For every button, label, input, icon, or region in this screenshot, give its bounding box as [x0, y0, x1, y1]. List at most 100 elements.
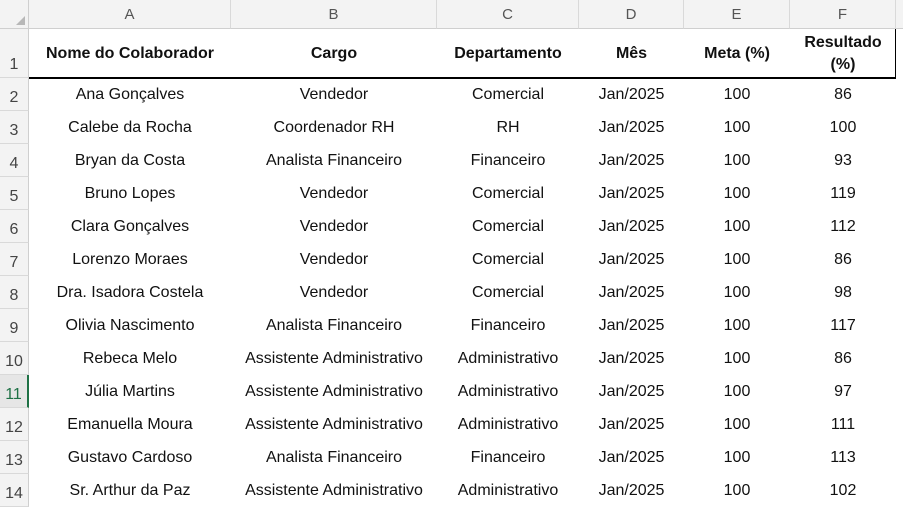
cell-nome[interactable]: Júlia Martins	[85, 382, 175, 400]
cell-meta[interactable]: 100	[723, 283, 751, 301]
cell-meta[interactable]: 100	[723, 349, 751, 367]
cell-resultado[interactable]: 113	[830, 448, 856, 466]
row-header-13[interactable]: 13	[0, 441, 29, 474]
row-header-9[interactable]: 9	[0, 309, 29, 342]
cell-resultado[interactable]: 86	[834, 349, 852, 367]
row-header-3[interactable]: 3	[0, 111, 29, 144]
cell-departamento[interactable]: RH	[496, 118, 520, 136]
cell-departamento[interactable]: Administrativo	[457, 415, 559, 433]
cell-nome[interactable]: Rebeca Melo	[82, 349, 178, 367]
row-header-2[interactable]: 2	[0, 78, 29, 111]
row-header-4[interactable]: 4	[0, 144, 29, 177]
cell-mes[interactable]: Jan/2025	[598, 283, 665, 301]
cell-resultado[interactable]: 100	[829, 118, 857, 136]
cell-meta[interactable]: 100	[723, 382, 751, 400]
column-header-d[interactable]: D	[579, 0, 684, 29]
cell-meta[interactable]: 100	[723, 250, 751, 268]
cell-meta[interactable]: 100	[723, 448, 751, 466]
cell-cargo[interactable]: Vendedor	[299, 217, 369, 235]
cell-resultado[interactable]: 86	[834, 250, 852, 268]
cell-mes[interactable]: Jan/2025	[598, 316, 665, 334]
cell-meta[interactable]: 100	[723, 118, 751, 136]
header-resultado[interactable]: Resultado (%)	[790, 29, 896, 78]
cell-nome[interactable]: Gustavo Cardoso	[67, 448, 193, 466]
cell-cargo[interactable]: Assistente Administrativo	[245, 382, 423, 400]
cell-nome[interactable]: Olivia Nascimento	[65, 316, 195, 334]
cell-mes[interactable]: Jan/2025	[598, 448, 665, 466]
header-meta[interactable]: Meta (%)	[704, 44, 770, 62]
cell-mes[interactable]: Jan/2025	[598, 184, 665, 202]
cell-mes[interactable]: Jan/2025	[598, 382, 665, 400]
cell-resultado[interactable]: 111	[830, 415, 856, 433]
cell-cargo[interactable]: Coordenador RH	[273, 118, 395, 136]
cell-departamento[interactable]: Administrativo	[457, 349, 559, 367]
cell-resultado[interactable]: 102	[829, 481, 857, 499]
cell-meta[interactable]: 100	[723, 316, 751, 334]
cell-cargo[interactable]: Vendedor	[299, 283, 369, 301]
cell-nome[interactable]: Bruno Lopes	[84, 184, 176, 202]
column-header-a[interactable]: A	[29, 0, 231, 29]
cell-resultado[interactable]: 93	[834, 151, 852, 169]
header-departamento[interactable]: Departamento	[454, 44, 562, 62]
cell-meta[interactable]: 100	[723, 151, 751, 169]
cell-nome[interactable]: Sr. Arthur da Paz	[69, 481, 191, 499]
cell-mes[interactable]: Jan/2025	[598, 217, 665, 235]
cell-mes[interactable]: Jan/2025	[598, 85, 665, 103]
cell-cargo[interactable]: Vendedor	[299, 184, 369, 202]
row-header-7[interactable]: 7	[0, 243, 29, 276]
cell-cargo[interactable]: Assistente Administrativo	[245, 349, 423, 367]
cell-nome[interactable]: Lorenzo Moraes	[72, 250, 188, 268]
cell-meta[interactable]: 100	[723, 85, 751, 103]
cell-departamento[interactable]: Financeiro	[470, 448, 546, 466]
cell-meta[interactable]: 100	[723, 481, 751, 499]
row-header-1[interactable]: 1	[0, 29, 29, 78]
column-header-e[interactable]: E	[684, 0, 790, 29]
cell-meta[interactable]: 100	[723, 415, 751, 433]
cell-meta[interactable]: 100	[723, 217, 751, 235]
row-header-8[interactable]: 8	[0, 276, 29, 309]
cell-resultado[interactable]: 97	[834, 382, 852, 400]
cell-cargo[interactable]: Assistente Administrativo	[245, 481, 423, 499]
cell-departamento[interactable]: Comercial	[471, 217, 544, 235]
column-header-b[interactable]: B	[231, 0, 437, 29]
cell-departamento[interactable]: Administrativo	[457, 382, 559, 400]
header-nome-do-colaborador[interactable]: Nome do Colaborador	[45, 44, 214, 62]
cell-mes[interactable]: Jan/2025	[598, 250, 665, 268]
cell-resultado[interactable]: 117	[830, 316, 856, 334]
cell-cargo[interactable]: Assistente Administrativo	[245, 415, 423, 433]
cell-departamento[interactable]: Financeiro	[470, 151, 546, 169]
cell-nome[interactable]: Bryan da Costa	[74, 151, 186, 169]
cell-resultado[interactable]: 119	[830, 184, 856, 202]
row-header-6[interactable]: 6	[0, 210, 29, 243]
cell-resultado[interactable]: 86	[834, 85, 852, 103]
row-header-11[interactable]: 11	[0, 375, 29, 408]
cell-cargo[interactable]: Vendedor	[299, 250, 369, 268]
column-header-f[interactable]: F	[790, 0, 896, 29]
cell-nome[interactable]: Ana Gonçalves	[75, 85, 185, 103]
cell-mes[interactable]: Jan/2025	[598, 118, 665, 136]
cell-departamento[interactable]: Administrativo	[457, 481, 559, 499]
cell-mes[interactable]: Jan/2025	[598, 415, 665, 433]
cell-resultado[interactable]: 98	[834, 283, 852, 301]
cell-departamento[interactable]: Comercial	[471, 283, 544, 301]
cell-mes[interactable]: Jan/2025	[598, 151, 665, 169]
cell-mes[interactable]: Jan/2025	[598, 481, 665, 499]
cell-nome[interactable]: Calebe da Rocha	[68, 118, 192, 136]
select-all-corner[interactable]	[0, 0, 29, 29]
cell-meta[interactable]: 100	[723, 184, 751, 202]
header-cargo[interactable]: Cargo	[310, 44, 358, 62]
cell-departamento[interactable]: Comercial	[471, 85, 544, 103]
cell-nome[interactable]: Emanuella Moura	[67, 415, 193, 433]
row-header-5[interactable]: 5	[0, 177, 29, 210]
cell-resultado[interactable]: 112	[830, 217, 856, 235]
cell-departamento[interactable]: Financeiro	[470, 316, 546, 334]
cell-cargo[interactable]: Analista Financeiro	[265, 316, 403, 334]
header-mes[interactable]: Mês	[615, 44, 648, 62]
cell-departamento[interactable]: Comercial	[471, 184, 544, 202]
row-header-12[interactable]: 12	[0, 408, 29, 441]
cell-cargo[interactable]: Vendedor	[299, 85, 369, 103]
cell-cargo[interactable]: Analista Financeiro	[265, 448, 403, 466]
cell-mes[interactable]: Jan/2025	[598, 349, 665, 367]
cell-departamento[interactable]: Comercial	[471, 250, 544, 268]
column-header-c[interactable]: C	[437, 0, 579, 29]
